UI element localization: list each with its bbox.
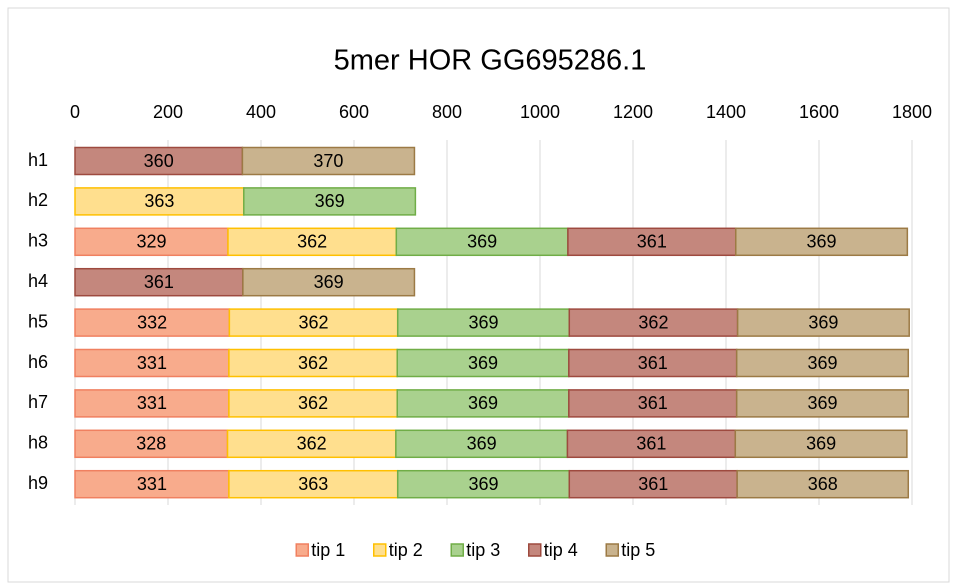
legend-label: tip 2: [389, 540, 423, 560]
y-tick-label: h4: [28, 271, 48, 291]
data-label: 369: [808, 312, 838, 332]
bar-segment: [74, 348, 230, 378]
x-tick-label: 1400: [706, 102, 746, 122]
x-tick-label: 400: [246, 102, 276, 122]
legend-swatch: [605, 543, 619, 557]
data-label: 369: [314, 272, 344, 292]
data-label: 332: [137, 312, 167, 332]
data-label: 362: [298, 353, 328, 373]
bar-segment: [736, 308, 910, 337]
y-tick-label: h9: [28, 473, 48, 493]
data-label: 361: [637, 232, 667, 252]
data-label: 370: [313, 151, 343, 171]
y-tick-label: h3: [28, 231, 48, 251]
bar-segment: [396, 348, 570, 378]
data-label: 361: [144, 272, 174, 292]
y-tick-label: h1: [28, 150, 48, 170]
y-tick-label: h8: [28, 433, 48, 453]
data-label: 331: [137, 393, 167, 413]
data-label: 369: [468, 312, 498, 332]
bar-segment: [241, 146, 416, 176]
chart-title: 5mer HOR GG695286.1: [334, 45, 647, 77]
legend-swatch: [450, 543, 464, 557]
bar-segment: [395, 227, 569, 257]
data-label: 369: [468, 393, 498, 413]
legend-swatch: [373, 543, 387, 557]
legend-label: tip 5: [621, 540, 655, 560]
data-label: 361: [638, 393, 668, 413]
y-tick-label: h5: [28, 311, 48, 331]
legend-swatch: [528, 543, 542, 557]
data-label: 369: [807, 232, 837, 252]
legend-label: tip 4: [544, 540, 578, 560]
bar-segment: [226, 429, 397, 459]
data-label: 362: [297, 232, 327, 252]
x-tick-label: 1200: [613, 102, 653, 122]
data-label: 368: [808, 474, 838, 494]
bar-segment: [74, 187, 245, 216]
data-label: 362: [638, 312, 668, 332]
bar-segment: [227, 227, 398, 257]
x-tick-label: 0: [70, 102, 80, 122]
bar-segment: [734, 429, 908, 459]
data-label: 369: [807, 393, 837, 413]
y-tick-label: h2: [28, 190, 48, 210]
data-label: 360: [144, 151, 174, 171]
bar-segment: [242, 267, 416, 297]
y-tick-label: h7: [28, 392, 48, 412]
bar-segment: [228, 348, 398, 378]
x-tick-label: 1600: [799, 102, 839, 122]
bar-segment: [396, 389, 570, 418]
data-label: 369: [468, 474, 498, 494]
x-tick-label: 600: [339, 102, 369, 122]
data-label: 362: [297, 434, 327, 454]
data-label: 329: [136, 232, 166, 252]
x-tick-label: 1000: [520, 102, 560, 122]
bar-segment: [74, 267, 244, 297]
data-label: 369: [807, 353, 837, 373]
bar-segment: [736, 469, 910, 499]
data-label: 331: [137, 474, 167, 494]
data-label: 361: [638, 353, 668, 373]
legend-label: tip 3: [466, 540, 500, 560]
data-label: 328: [136, 434, 166, 454]
bar-segment: [735, 348, 910, 378]
data-label: 362: [299, 312, 329, 332]
bar-segment: [568, 389, 738, 418]
data-label: 361: [636, 434, 666, 454]
bar-segment: [396, 308, 571, 337]
bar-segment: [567, 227, 737, 257]
bar-segment: [395, 429, 569, 459]
data-label: 362: [298, 393, 328, 413]
bar-segment: [74, 429, 229, 459]
data-label: 369: [467, 232, 497, 252]
bar-segment: [735, 227, 909, 257]
data-label: 331: [137, 353, 167, 373]
bar-segment: [228, 389, 398, 418]
data-label: 369: [315, 191, 345, 211]
x-tick-label: 800: [432, 102, 462, 122]
data-label: 369: [467, 434, 497, 454]
bar-segment: [243, 187, 417, 216]
x-tick-label: 1800: [892, 102, 932, 122]
data-label: 369: [468, 353, 498, 373]
data-label: 361: [638, 474, 668, 494]
data-label: 363: [298, 474, 328, 494]
data-label: 363: [144, 191, 174, 211]
legend-swatch: [295, 543, 309, 557]
bar-segment: [74, 227, 229, 257]
bar-segment: [735, 389, 910, 418]
legend-label: tip 1: [311, 540, 345, 560]
bar-segment: [228, 308, 399, 337]
x-tick-label: 200: [153, 102, 183, 122]
bar-segment: [74, 469, 230, 499]
bar-segment: [568, 348, 738, 378]
y-tick-label: h6: [28, 352, 48, 372]
bar-segment: [568, 308, 739, 337]
data-label: 369: [806, 434, 836, 454]
bar-segment: [74, 146, 244, 176]
